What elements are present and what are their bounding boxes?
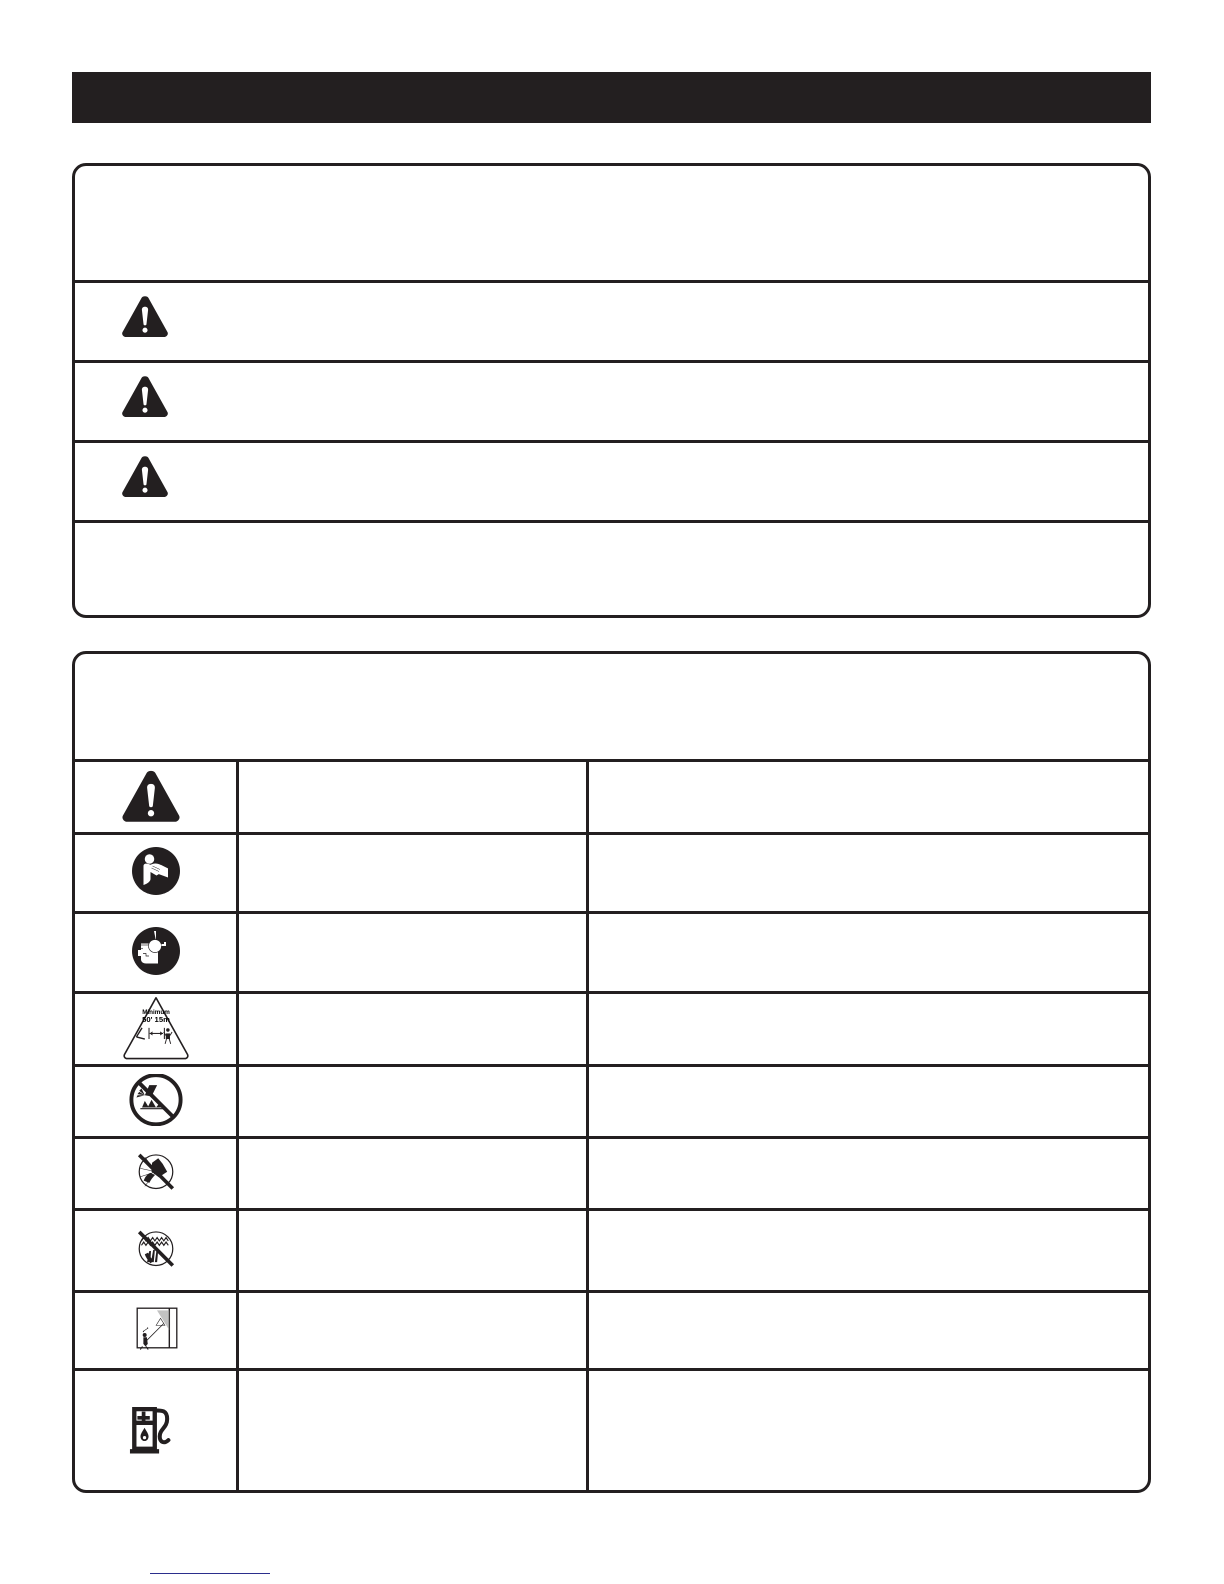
svg-text:50' 15m: 50' 15m [142, 1015, 170, 1024]
